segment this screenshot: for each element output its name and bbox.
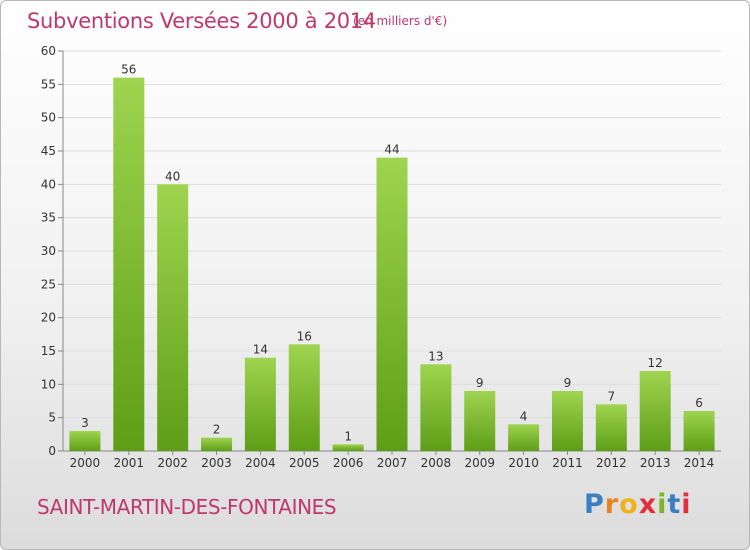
data-label: 9 [564,376,572,390]
y-tick-label: 5 [48,411,56,425]
bar [244,357,276,451]
bar [683,411,715,451]
y-tick-label: 55 [41,77,56,91]
x-tick-label: 2009 [464,456,495,470]
data-label: 6 [695,396,703,410]
bar [113,77,145,452]
y-tick-label: 35 [41,211,56,225]
data-label: 9 [476,376,484,390]
data-label: 12 [648,356,663,370]
x-tick-label: 2013 [640,456,671,470]
y-tick-label: 50 [41,111,56,125]
y-tick-label: 40 [41,177,56,191]
x-tick-label: 2005 [289,456,320,470]
x-tick-label: 2006 [333,456,364,470]
x-tick-label: 2011 [552,456,583,470]
data-label: 4 [520,409,528,423]
y-tick-label: 0 [48,444,56,458]
bar [332,444,364,451]
data-label: 44 [384,143,399,157]
x-tick-label: 2003 [201,456,232,470]
x-tick-label: 2002 [157,456,188,470]
x-tick-label: 2014 [684,456,715,470]
bar [595,404,627,451]
data-label: 7 [608,389,616,403]
x-tick-label: 2004 [245,456,276,470]
y-tick-label: 30 [41,244,56,258]
logo-letter: x [638,489,658,520]
logo-letter: t [667,489,682,520]
data-label: 13 [428,349,443,363]
bar [639,371,671,451]
logo-letter: i [657,489,668,520]
y-tick-label: 60 [41,44,56,58]
bar [508,424,540,451]
y-tick-label: 15 [41,344,56,358]
logo-letter: P [584,489,605,520]
data-label: 16 [297,329,312,343]
x-tick-label: 2007 [377,456,408,470]
logo-letter: r [604,489,620,520]
chart-title: Subventions Versées 2000 à 2014 [27,9,376,33]
y-tick-label: 20 [41,311,56,325]
data-label: 2 [213,423,221,437]
logo-letter: o [619,489,639,520]
x-tick-label: 2012 [596,456,627,470]
bar [201,437,233,451]
chart-unit: (en milliers d'€) [353,14,448,28]
bar [420,364,452,451]
bar [288,344,320,451]
data-label: 40 [165,169,180,183]
x-tick-label: 2010 [508,456,539,470]
bar [464,391,496,451]
bar [376,157,408,451]
logo-letter: i [681,489,692,520]
y-tick-label: 10 [41,377,56,391]
bar [551,391,583,451]
x-tick-label: 2000 [70,456,101,470]
data-label: 14 [253,343,268,357]
bar [157,184,189,452]
y-tick-label: 45 [41,144,56,158]
x-tick-label: 2008 [421,456,452,470]
x-tick-label: 2001 [114,456,145,470]
commune-name: SAINT-MARTIN-DES-FONTAINES [37,495,337,519]
y-tick-label: 25 [41,277,56,291]
bar [69,431,101,451]
data-label: 56 [121,63,136,77]
data-label: 1 [344,429,352,443]
proxiti-logo: Proxiti [584,489,692,520]
data-label: 3 [81,416,89,430]
